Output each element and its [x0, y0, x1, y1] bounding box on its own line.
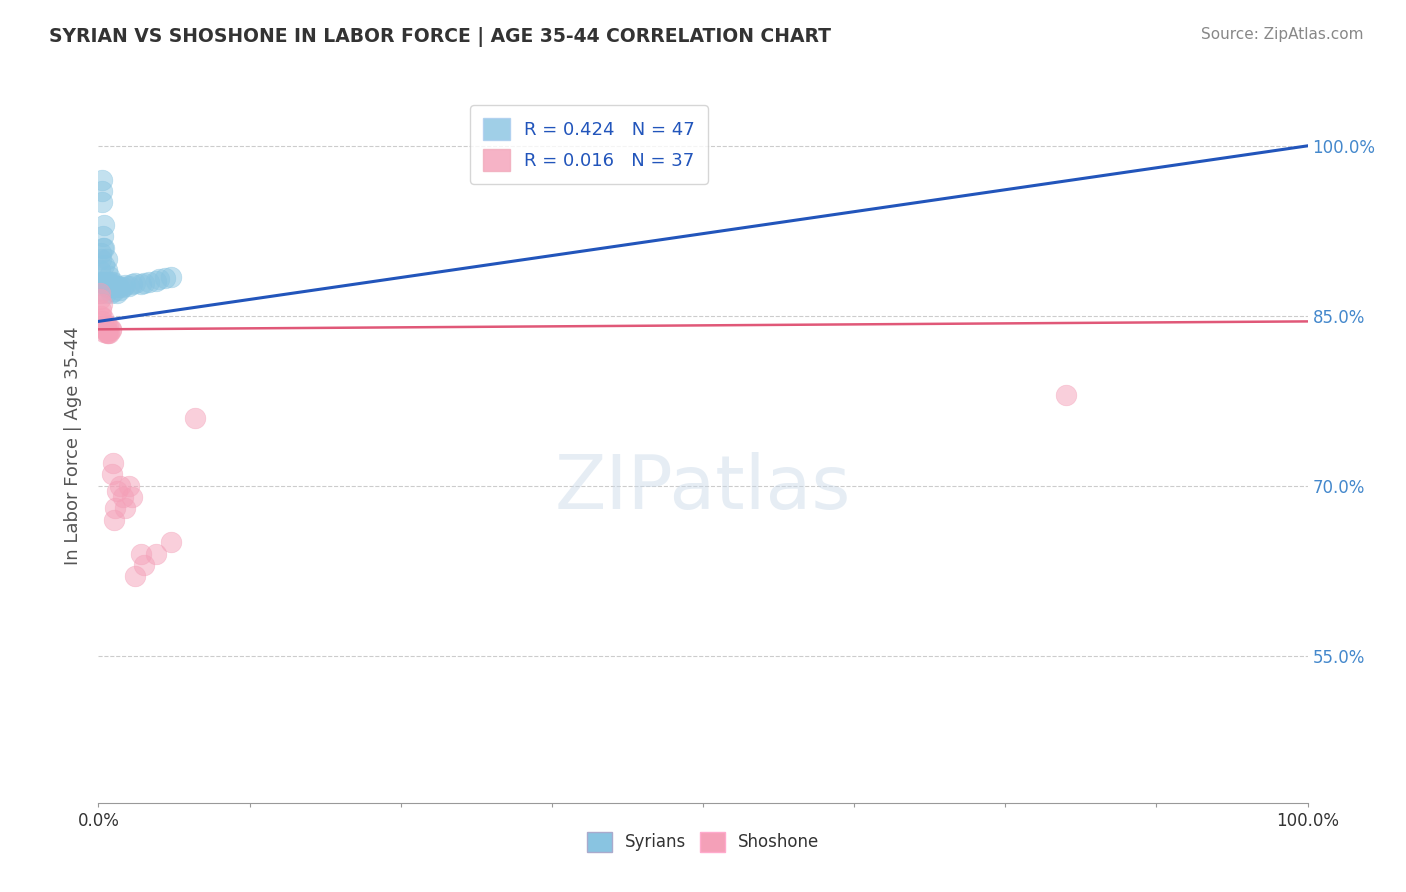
Text: Source: ZipAtlas.com: Source: ZipAtlas.com [1201, 27, 1364, 42]
Point [134, 276, 156, 290]
Point [94, 318, 117, 332]
Point [118, 279, 141, 293]
Point [100, 467, 122, 482]
Point [89, 292, 111, 306]
Point [91, 320, 114, 334]
Point [98, 280, 121, 294]
Point [184, 410, 207, 425]
Point [97, 280, 120, 294]
Point [108, 283, 131, 297]
Point [104, 501, 127, 516]
Point [91, 297, 114, 311]
Point [105, 286, 128, 301]
Point [124, 276, 146, 290]
Point [93, 275, 115, 289]
Point [160, 270, 183, 285]
Point [145, 274, 167, 288]
Point [160, 535, 183, 549]
Point [91, 173, 114, 187]
Point [91, 320, 114, 334]
Point [91, 241, 114, 255]
Point [111, 490, 134, 504]
Point [93, 258, 115, 272]
Point [96, 326, 118, 340]
Point [100, 323, 122, 337]
Point [97, 275, 120, 289]
Point [108, 280, 131, 294]
Point [107, 279, 129, 293]
Point [100, 275, 122, 289]
Text: ZIPatlas: ZIPatlas [555, 452, 851, 525]
Point [91, 184, 114, 198]
Point [114, 278, 136, 293]
Point [94, 322, 117, 336]
Point [129, 547, 152, 561]
Point [104, 280, 127, 294]
Point [93, 325, 115, 339]
Point [91, 311, 114, 326]
Text: SYRIAN VS SHOSHONE IN LABOR FORCE | AGE 35-44 CORRELATION CHART: SYRIAN VS SHOSHONE IN LABOR FORCE | AGE … [49, 27, 831, 46]
Point [121, 490, 143, 504]
Point [94, 275, 117, 289]
Point [114, 501, 136, 516]
Point [97, 326, 120, 340]
Point [91, 275, 114, 289]
Point [129, 277, 152, 291]
Point [97, 320, 120, 334]
Point [103, 513, 125, 527]
Point [91, 314, 114, 328]
Point [138, 275, 160, 289]
Point [98, 269, 121, 284]
Point [96, 263, 118, 277]
Point [101, 280, 124, 294]
Point [91, 195, 114, 210]
Point [90, 275, 112, 289]
Point [98, 326, 121, 340]
Point [134, 558, 156, 572]
Point [118, 478, 141, 492]
Point [96, 280, 118, 294]
Point [101, 456, 124, 470]
Point [1054, 388, 1077, 402]
Point [111, 280, 134, 294]
Point [94, 286, 117, 301]
Y-axis label: In Labor Force | Age 35-44: In Labor Force | Age 35-44 [65, 326, 83, 566]
Point [103, 284, 125, 298]
Point [93, 320, 115, 334]
Point [93, 241, 115, 255]
Point [96, 325, 118, 339]
Point [108, 478, 131, 492]
Point [100, 286, 122, 301]
Point [100, 277, 122, 291]
Point [90, 246, 112, 260]
Point [121, 277, 143, 291]
Point [91, 229, 114, 244]
Point [96, 252, 118, 266]
Point [148, 272, 170, 286]
Point [105, 484, 128, 499]
Point [89, 286, 111, 301]
Point [90, 303, 112, 318]
Point [90, 309, 112, 323]
Point [153, 271, 176, 285]
Point [89, 286, 111, 301]
Point [89, 263, 111, 277]
Legend: Syrians, Shoshone: Syrians, Shoshone [581, 825, 825, 859]
Point [124, 569, 146, 583]
Point [90, 252, 112, 266]
Point [145, 547, 167, 561]
Point [93, 218, 115, 232]
Point [100, 322, 122, 336]
Point [101, 275, 124, 289]
